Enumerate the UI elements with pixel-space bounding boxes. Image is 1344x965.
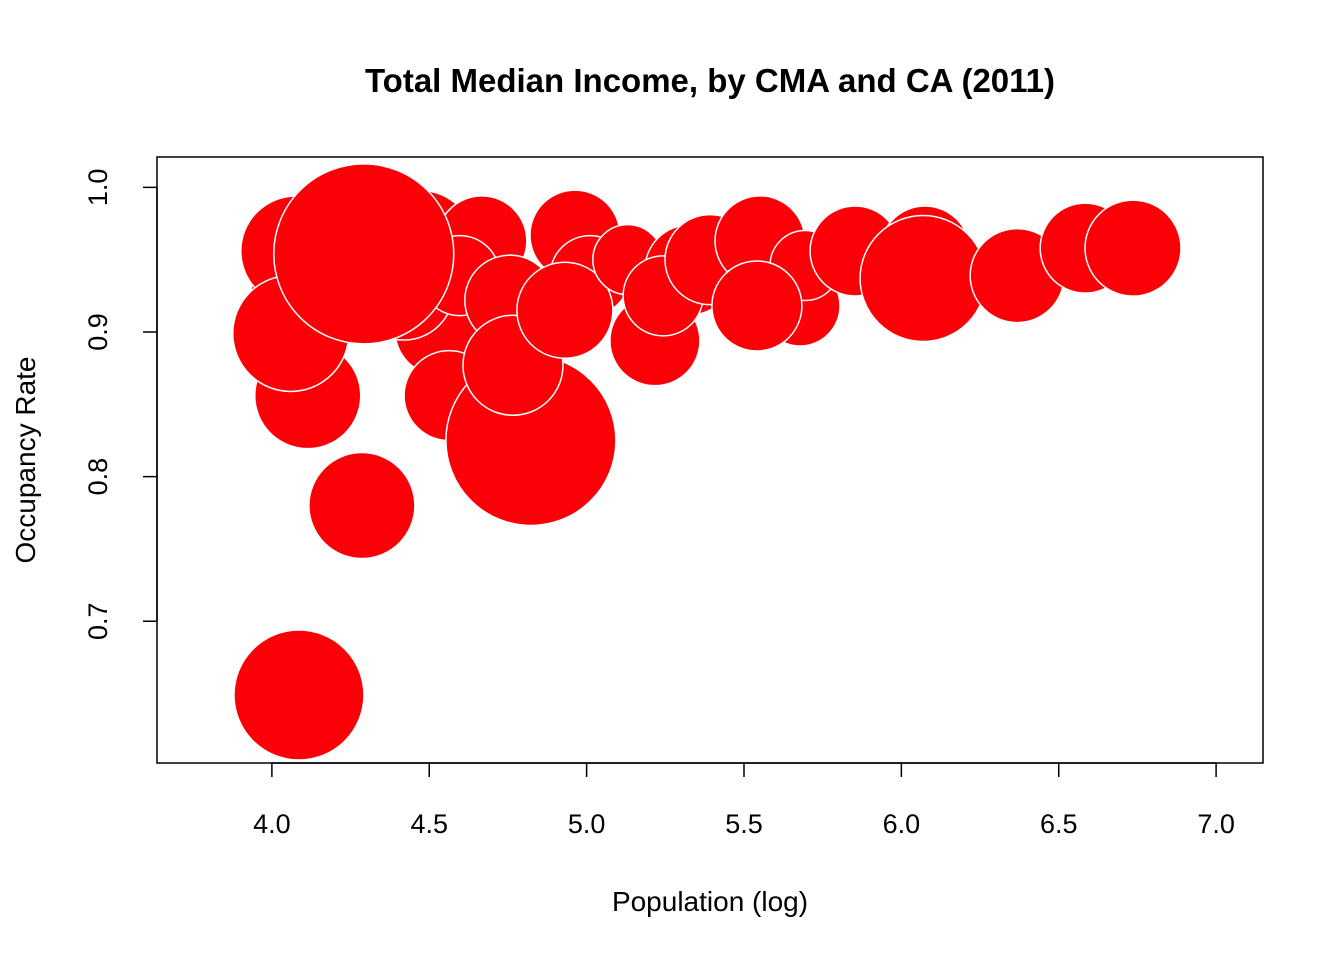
y-tick-label: 1.0 <box>83 169 113 207</box>
x-tick-label: 4.0 <box>253 809 291 839</box>
bubble-point <box>308 451 416 560</box>
y-axis: 0.7 0.8 0.9 1.0 <box>83 169 158 640</box>
bubble-point <box>273 163 455 345</box>
bubble-point <box>233 629 365 761</box>
y-axis-label: Occupancy Rate <box>10 357 41 564</box>
y-tick-label: 0.8 <box>83 458 113 496</box>
x-tick-label: 4.5 <box>410 809 448 839</box>
y-tick-label: 0.7 <box>83 602 113 640</box>
bubble-point <box>711 260 803 352</box>
x-tick-label: 7.0 <box>1197 809 1235 839</box>
x-axis: 4.0 4.5 5.0 5.5 6.0 6.5 7.0 <box>253 762 1235 839</box>
x-tick-label: 5.5 <box>725 809 763 839</box>
x-tick-label: 6.5 <box>1040 809 1078 839</box>
bubble-point <box>1084 199 1182 297</box>
chart-title: Total Median Income, by CMA and CA (2011… <box>365 62 1055 99</box>
bubble-point <box>516 261 614 360</box>
y-tick-label: 0.9 <box>83 313 113 351</box>
points-layer <box>232 163 1182 761</box>
x-axis-label: Population (log) <box>612 886 808 917</box>
bubble-point <box>859 214 987 343</box>
x-tick-label: 5.0 <box>568 809 606 839</box>
x-tick-label: 6.0 <box>883 809 921 839</box>
